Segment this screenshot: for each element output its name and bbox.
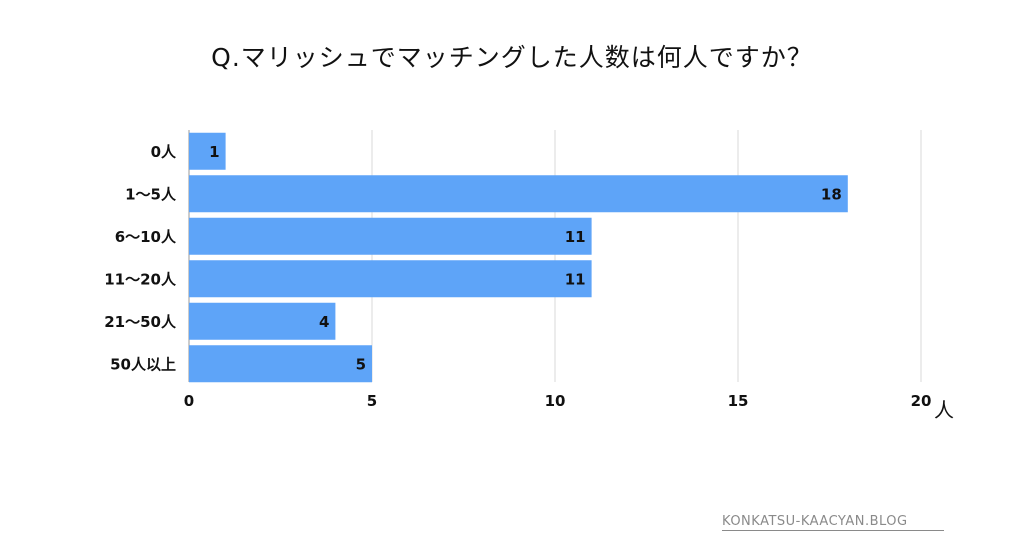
data-label: 11: [565, 228, 586, 246]
category-label: 0人: [151, 143, 177, 161]
x-axis-label: 人: [934, 398, 954, 422]
x-tick-label: 0: [184, 392, 194, 410]
bar: [189, 217, 592, 255]
x-tick-labels: 0 5 10 15 20: [184, 392, 932, 410]
bar: [189, 345, 372, 383]
data-label: 18: [821, 185, 842, 203]
data-labels: 1 18 11 11 4 5: [209, 143, 842, 374]
bar: [189, 260, 592, 298]
x-tick-label: 10: [545, 392, 566, 410]
data-label: 11: [565, 270, 586, 288]
x-tick-label: 20: [911, 392, 932, 410]
bar: [189, 132, 226, 170]
category-label: 11～20人: [104, 270, 177, 288]
watermark-text: KONKATSU-KAACYAN.BLOG: [722, 514, 944, 531]
x-tick-label: 15: [728, 392, 749, 410]
category-label: 1～5人: [125, 185, 177, 203]
chart-title: Q.マリッシュでマッチングした人数は何人ですか？: [211, 43, 813, 72]
category-labels: 0人 1～5人 6～10人 11～20人 21～50人 50人以上: [104, 143, 177, 374]
category-label: 21～50人: [104, 313, 177, 331]
bars: [189, 132, 848, 383]
bar: [189, 175, 848, 213]
gridlines: [188, 130, 922, 382]
data-label: 1: [209, 143, 219, 161]
data-label: 5: [356, 355, 366, 373]
bar: [189, 302, 336, 340]
category-label: 6～10人: [115, 228, 177, 246]
data-label: 4: [319, 313, 329, 331]
category-label: 50人以上: [110, 355, 176, 373]
x-tick-label: 5: [367, 392, 377, 410]
